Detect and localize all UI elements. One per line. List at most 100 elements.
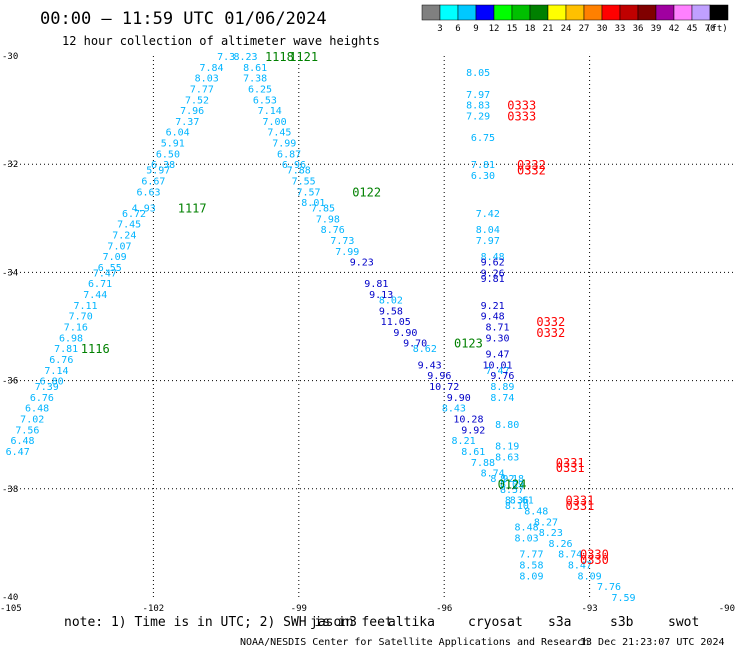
pass-label: 0123 [454, 337, 483, 351]
wave-height-value: 8.04 [476, 225, 500, 236]
wave-height-value: 7.99 [335, 247, 359, 258]
wave-height-value: 7.07 [107, 241, 131, 252]
pass-label: 0331 [565, 494, 594, 508]
wave-height-value: 8.57 [500, 485, 524, 496]
wave-height-value: 8.19 [495, 442, 519, 453]
wave-height-value: 11.05 [381, 317, 411, 328]
colorbar-swatch [655, 4, 675, 21]
wave-height-value: 6.80 [40, 377, 64, 388]
pass-label: 1118 [265, 50, 294, 64]
colorbar-swatch [439, 4, 459, 21]
generated-timestamp: 13 Dec 21:23:07 UTC 2024 [580, 637, 725, 648]
wave-height-value: 7.77 [190, 84, 214, 95]
wave-height-value: 7.57 [296, 187, 320, 198]
wave-height-value: 6.75 [471, 133, 495, 144]
wave-height-value: 7.96 [180, 106, 204, 117]
credit-text: NOAA/NESDIS Center for Satellite Applica… [240, 637, 589, 648]
wave-height-value: 6.87 [277, 149, 301, 160]
wave-height-value: 6.72 [122, 209, 146, 220]
y-tick-label: -32 [2, 160, 18, 170]
pass-label: 0331 [556, 456, 585, 470]
colorbar-swatch [511, 4, 531, 21]
colorbar-unit: (ft) [706, 24, 728, 34]
wave-height-value: 6.96 [282, 160, 306, 171]
wave-height-value: 7.42 [476, 209, 500, 220]
wave-height-value: 6.04 [166, 128, 190, 139]
wave-height-value: 7.98 [316, 214, 340, 225]
colorbar-tick: 12 [489, 24, 500, 34]
wave-height-value: 6.48 [10, 436, 34, 447]
colorbar-swatch [565, 4, 585, 21]
wave-height-value: 8.89 [490, 382, 514, 393]
wave-height-value: 8.62 [413, 344, 437, 355]
pass-label: 0331 [565, 499, 594, 513]
wave-height-value: 6.30 [471, 171, 495, 182]
wave-height-value: 6.71 [88, 279, 112, 290]
wave-height-value: 7.70 [69, 312, 93, 323]
wave-height-value: 9.26 [481, 268, 505, 279]
colorbar-swatch [691, 4, 711, 21]
wave-height-value: 9.62 [481, 258, 505, 269]
colorbar-swatch [547, 4, 567, 21]
x-tick-label: -105 [0, 604, 22, 614]
wave-height-value: 7.38 [243, 74, 267, 85]
x-tick-label: -99 [291, 604, 307, 614]
colorbar-swatch [421, 4, 441, 21]
colorbar-swatch [583, 4, 603, 21]
colorbar-swatch [529, 4, 549, 21]
wave-height-value: 6.25 [248, 84, 272, 95]
x-tick-label: -93 [581, 604, 597, 614]
wave-height-value: 9.58 [379, 306, 403, 317]
wave-height-value: 7.02 [20, 414, 44, 425]
pass-label: 0332 [536, 315, 565, 329]
colorbar-tick: 42 [669, 24, 680, 34]
wave-height-value: 6.76 [30, 393, 54, 404]
wave-height-value: 8.61 [243, 63, 267, 74]
wave-height-value: 8.48 [481, 252, 505, 263]
pass-label: 1121 [289, 50, 318, 64]
wave-height-value: 8.23 [233, 52, 257, 63]
wave-height-value: 8.02 [379, 295, 403, 306]
wave-height-value: 7.81 [54, 344, 78, 355]
pass-label: 0332 [536, 326, 565, 340]
wave-height-value: 7.97 [466, 90, 490, 101]
colorbar-tick: 33 [615, 24, 626, 34]
satellite-legend-s3a: s3a [548, 615, 571, 630]
colorbar-swatch [673, 4, 693, 21]
pass-label: 0330 [580, 553, 609, 567]
colorbar-swatch [601, 4, 621, 21]
wave-height-value: 9.90 [393, 328, 417, 339]
wave-height-value: 5.91 [161, 139, 185, 150]
wave-height-value: 7.97 [476, 236, 500, 247]
wave-height-value: 9.70 [403, 339, 427, 350]
y-tick-label: -38 [2, 485, 18, 495]
wave-height-value: 7.11 [73, 301, 97, 312]
x-tick-label: -96 [436, 604, 452, 614]
wave-height-value: 8.48 [524, 506, 548, 517]
colorbar-tick: 3 [437, 24, 442, 34]
wave-height-value: 8.74 [558, 550, 582, 561]
wave-height-value: 9.43 [418, 360, 442, 371]
wave-height-value: 9.90 [447, 393, 471, 404]
wave-height-value: 8.10 [505, 501, 529, 512]
y-tick-labels: -30 -32 -34 -36 -38 -40 [2, 52, 18, 603]
wave-height-value: 9.30 [485, 333, 509, 344]
x-tick-label: -90 [719, 604, 735, 614]
colorbar-tick: 70 [705, 24, 716, 34]
satellite-legend: jason3 altika cryosat s3a s3b swot [310, 615, 699, 630]
wave-height-value: 8.27 [534, 517, 558, 528]
wave-height-value: 7.00 [263, 117, 287, 128]
wave-height-value: 8.09 [578, 571, 602, 582]
wave-height-value: 9.23 [350, 258, 374, 269]
colorbar-swatch [457, 4, 477, 21]
wave-height-value: 6.76 [49, 355, 73, 366]
chart-title: 00:00 – 11:59 UTC 01/06/2024 [40, 9, 327, 29]
wave-height-value: 8.61 [510, 496, 534, 507]
wave-height-value: 7.3 [217, 52, 235, 63]
colorbar: 3 6 9 12 15 18 21 24 27 30 33 36 39 42 45 70 [421, 4, 729, 34]
wave-height-value: 8.01 [301, 198, 325, 209]
pass-label: 0330 [580, 548, 609, 562]
pass-label: 0332 [517, 158, 546, 172]
wave-height-value: 8.92 [490, 474, 514, 485]
